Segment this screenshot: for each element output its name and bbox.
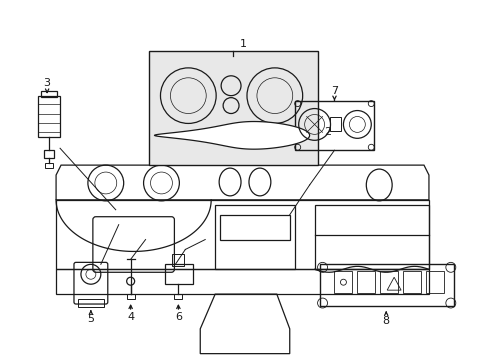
Bar	[357, 271, 374, 293]
Bar	[319, 264, 453, 306]
Text: 3: 3	[43, 78, 51, 88]
Bar	[425, 271, 443, 293]
Bar	[172, 255, 184, 266]
Bar	[38, 96, 60, 137]
Bar	[165, 264, 193, 284]
Bar	[329, 117, 341, 131]
Bar	[314, 205, 428, 269]
Text: 2: 2	[324, 127, 330, 138]
Text: 8: 8	[382, 316, 389, 326]
Bar	[126, 294, 134, 299]
Bar	[220, 215, 289, 239]
Bar	[174, 294, 182, 299]
Text: 5: 5	[87, 314, 94, 324]
Text: 4: 4	[127, 312, 134, 322]
Polygon shape	[154, 122, 309, 149]
Bar	[380, 271, 397, 293]
Text: 6: 6	[175, 312, 182, 322]
Bar	[402, 271, 420, 293]
Bar	[41, 91, 57, 96]
Bar	[215, 205, 294, 269]
Text: 7: 7	[330, 86, 337, 96]
Bar	[44, 150, 54, 158]
Bar	[45, 163, 53, 168]
Bar	[334, 271, 352, 293]
Bar	[148, 51, 317, 165]
Text: 1: 1	[239, 39, 246, 49]
Bar	[78, 299, 103, 307]
Bar	[294, 100, 373, 150]
